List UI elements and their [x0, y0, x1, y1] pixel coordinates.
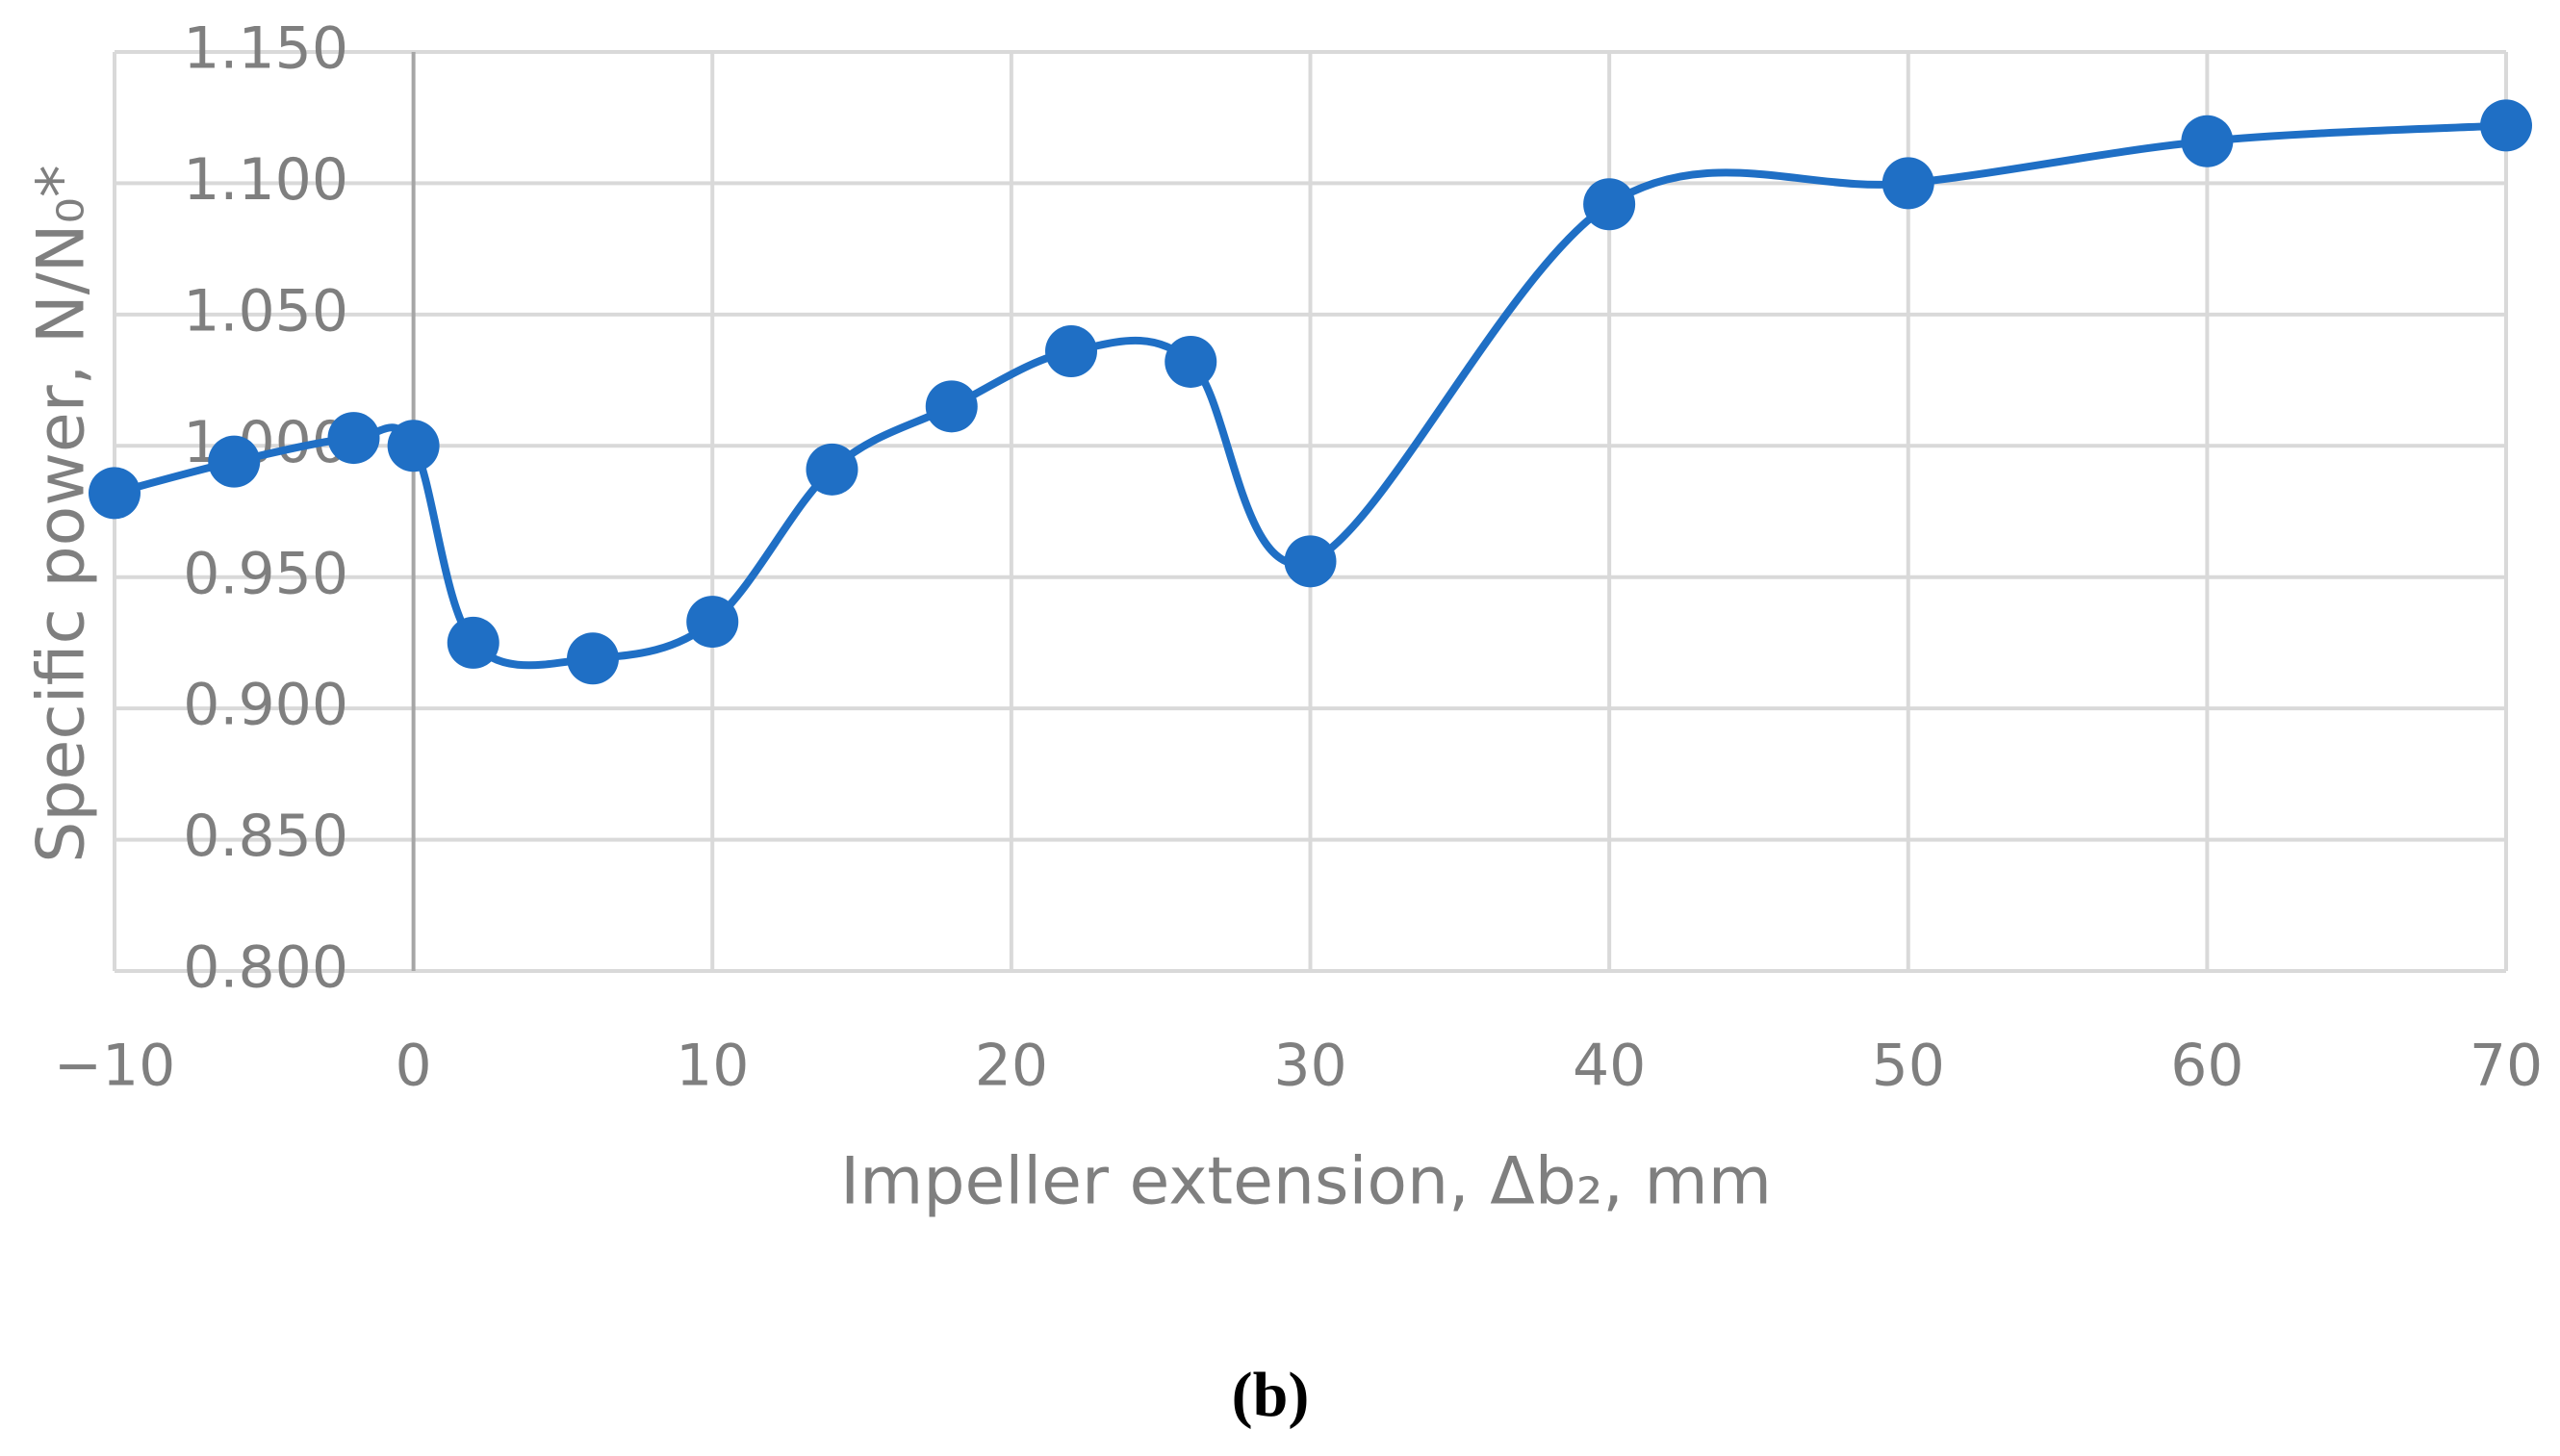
data-point [567, 632, 619, 685]
data-point [1882, 157, 1934, 210]
y-tick-label: 0.950 [183, 540, 348, 607]
x-tick-label: −10 [54, 1033, 176, 1100]
data-point [89, 467, 141, 520]
data-point [327, 412, 380, 465]
x-tick-label: 0 [396, 1033, 432, 1100]
data-point [2181, 115, 2234, 167]
y-tick-label: 0.850 [183, 803, 348, 870]
data-point [447, 616, 499, 669]
data-point [806, 443, 858, 496]
y-tick-label: 1.150 [183, 15, 348, 83]
y-axis-title: Specific power, N/N₀* [24, 165, 100, 863]
y-tick-label: 0.900 [183, 672, 348, 739]
data-point [686, 596, 739, 649]
data-point [208, 435, 261, 488]
data-point [1284, 535, 1337, 588]
x-tick-label: 10 [676, 1033, 749, 1100]
x-tick-label: 50 [1872, 1033, 1945, 1100]
y-tick-label: 1.100 [183, 146, 348, 214]
x-tick-label: 40 [1573, 1033, 1646, 1100]
x-tick-label: 60 [2170, 1033, 2243, 1100]
x-axis-title: Impeller extension, Δb₂, mm [840, 1144, 1772, 1220]
data-point [1045, 325, 1097, 378]
grid [113, 50, 2508, 973]
caption: (b) [1232, 1360, 1310, 1430]
x-tick-label: 70 [2470, 1033, 2543, 1100]
x-tick-label: 20 [975, 1033, 1048, 1100]
data-point [1165, 335, 1217, 388]
data-point [1583, 178, 1636, 231]
data-point [2480, 99, 2532, 152]
y-tick-label: 0.800 [183, 934, 348, 1002]
data-point [387, 420, 440, 473]
data-point [925, 380, 978, 433]
y-tick-label: 1.050 [183, 277, 348, 345]
x-tick-label: 30 [1273, 1033, 1346, 1100]
